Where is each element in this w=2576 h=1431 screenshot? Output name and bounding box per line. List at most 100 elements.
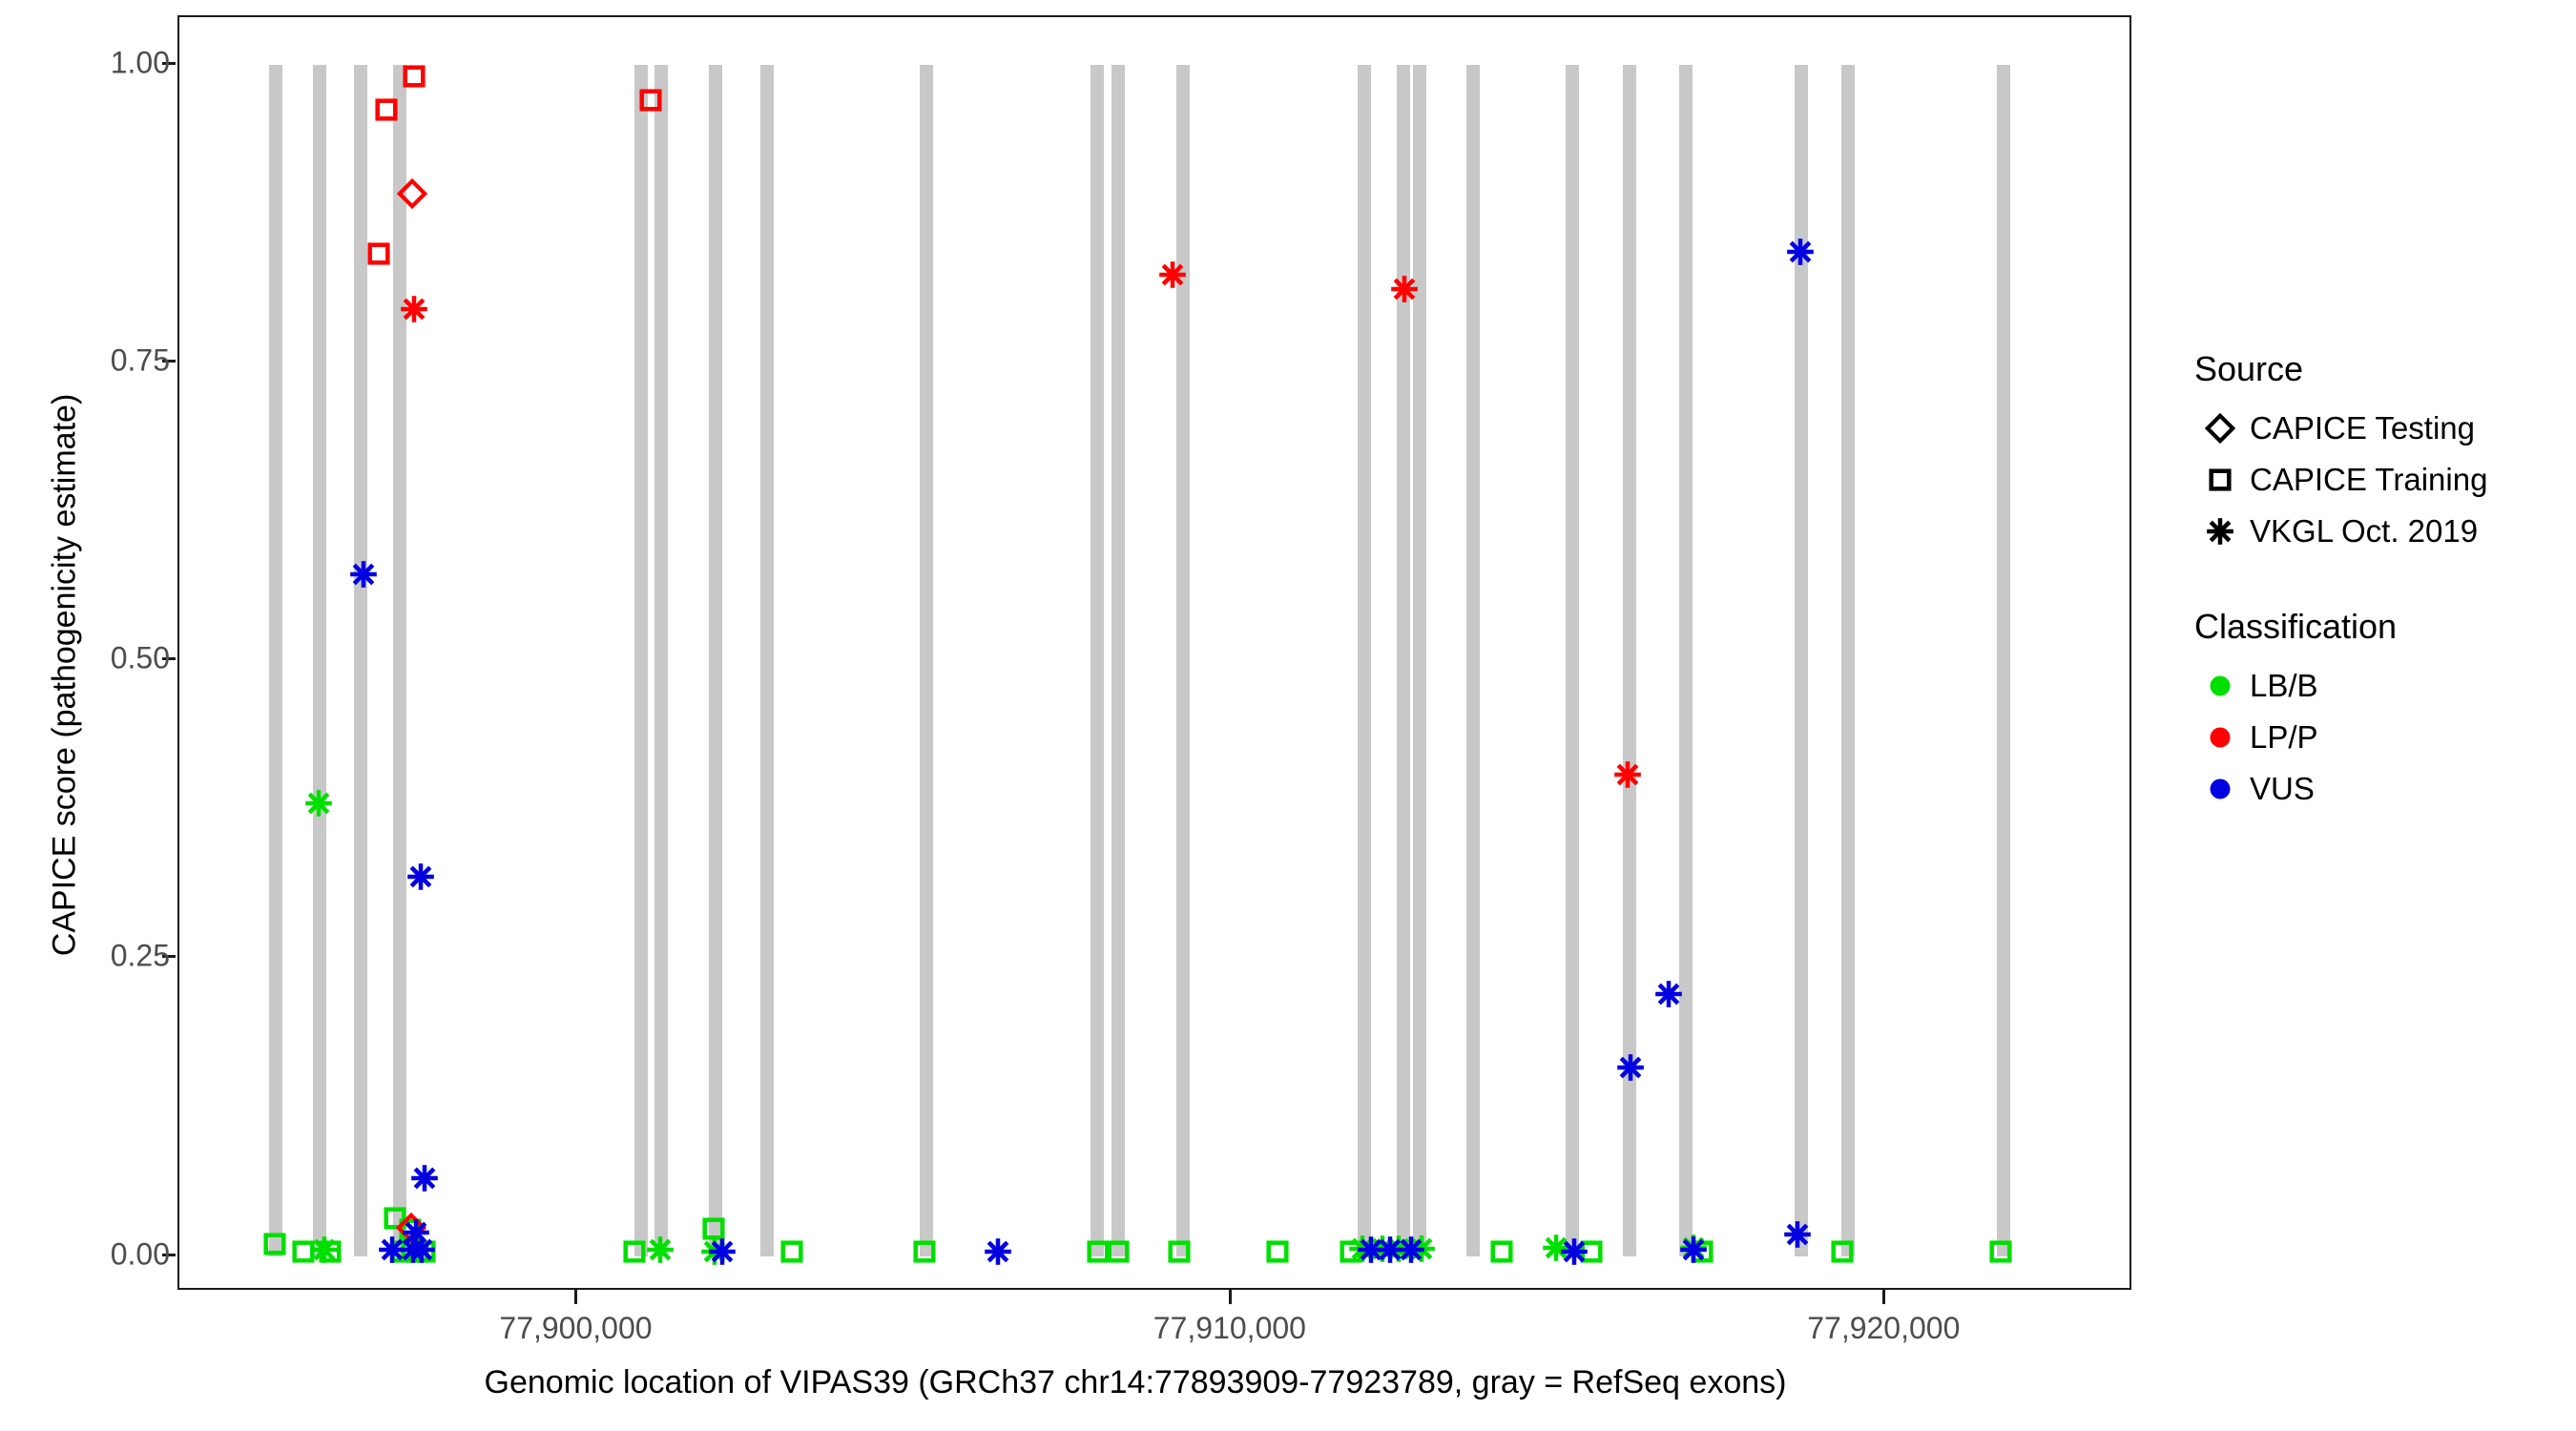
x-axis-tick-label: 77,920,000 <box>1807 1311 1961 1345</box>
legend-item-source-square[interactable]: CAPICE Training <box>2191 454 2563 506</box>
x-axis-tick <box>1228 1290 1232 1304</box>
legend-spacer <box>2191 557 2563 607</box>
legend-item-classification-lb-b[interactable]: LB/B <box>2191 660 2563 712</box>
data-point <box>381 1204 409 1233</box>
data-point <box>372 95 401 124</box>
legend-item-classification-vus[interactable]: VUS <box>2191 763 2563 815</box>
exon-band <box>1111 64 1125 1256</box>
exon-band <box>759 64 774 1256</box>
data-point <box>984 1237 1012 1266</box>
legend: Source CAPICE Testing CAPICE Training VKGL… <box>2191 349 2563 815</box>
exon-band <box>919 64 933 1256</box>
exon-band <box>1678 64 1693 1256</box>
data-point <box>1487 1237 1516 1266</box>
legend-group-source: CAPICE Testing CAPICE Training VKGL Oct. 2… <box>2191 403 2563 557</box>
legend-item-classification-lp-p[interactable]: LP/P <box>2191 712 2563 763</box>
data-point <box>620 1237 649 1266</box>
exon-band <box>313 64 327 1256</box>
legend-item-label: VUS <box>2250 771 2315 806</box>
data-point <box>364 239 393 268</box>
data-point <box>1165 1237 1194 1266</box>
exon-band <box>393 64 407 1256</box>
legend-title-source: Source <box>2194 349 2304 388</box>
legend-item-label: LP/P <box>2250 719 2318 755</box>
exon-band <box>1357 64 1371 1256</box>
data-point <box>1397 1235 1425 1264</box>
data-point <box>1263 1237 1292 1266</box>
exon-band <box>269 64 283 1256</box>
data-point <box>1390 275 1419 303</box>
data-point <box>410 1164 439 1192</box>
legend-item-source-asterisk[interactable]: VKGL Oct. 2019 <box>2191 506 2563 557</box>
legend-item-source-diamond[interactable]: CAPICE Testing <box>2191 403 2563 454</box>
data-point <box>1679 1235 1708 1264</box>
data-point <box>1158 260 1187 289</box>
data-point <box>316 1237 344 1266</box>
exon-band <box>1795 64 1809 1256</box>
legend-item-label: CAPICE Testing <box>2250 410 2475 446</box>
data-point <box>708 1237 737 1266</box>
data-point <box>406 862 435 891</box>
plot-panel <box>177 15 2131 1290</box>
y-axis-tick-label: 0.75 <box>110 342 170 378</box>
legend-title-classification: Classification <box>2194 607 2398 646</box>
data-point <box>910 1237 939 1266</box>
x-axis-title: Genomic location of VIPAS39 (GRCh37 chr1… <box>484 1364 1787 1400</box>
data-point <box>396 177 428 209</box>
dot-icon <box>2191 775 2250 803</box>
data-point <box>1828 1237 1857 1266</box>
data-point <box>1084 1237 1112 1266</box>
y-axis-tick-label: 0.25 <box>110 938 170 973</box>
data-point <box>1560 1237 1589 1266</box>
data-point <box>636 86 665 114</box>
data-point <box>400 62 428 91</box>
y-axis-tick <box>162 360 176 363</box>
asterisk-icon <box>2191 517 2250 546</box>
exon-band <box>1466 64 1481 1256</box>
exon-band <box>634 64 648 1256</box>
x-axis-tick-label: 77,910,000 <box>1153 1311 1306 1345</box>
square-icon <box>2191 466 2250 494</box>
y-axis-tick <box>162 61 176 65</box>
data-point <box>1654 980 1683 1008</box>
dot-icon <box>2191 723 2250 752</box>
exon-band <box>1565 64 1579 1256</box>
data-point <box>699 1214 728 1243</box>
exon-band <box>1397 64 1411 1256</box>
data-point <box>1613 760 1642 789</box>
data-point <box>349 560 378 589</box>
data-point <box>407 1235 436 1264</box>
y-axis-tick-label: 0.00 <box>110 1236 170 1272</box>
legend-item-label: CAPICE Training <box>2250 462 2488 497</box>
legend-item-label: VKGL Oct. 2019 <box>2250 513 2479 549</box>
data-point <box>260 1230 289 1258</box>
data-point <box>646 1235 675 1264</box>
data-point <box>1542 1234 1570 1262</box>
y-axis-tick-label: 1.00 <box>110 45 170 80</box>
plot-area <box>179 17 2129 1288</box>
data-point <box>1616 1053 1645 1082</box>
data-point <box>1783 1220 1812 1249</box>
exon-band <box>353 64 367 1256</box>
x-axis-tick-label: 77,900,000 <box>499 1311 653 1345</box>
data-point <box>400 295 428 323</box>
legend-group-classification: LB/B LP/P VUS <box>2191 660 2563 815</box>
data-point <box>1104 1237 1132 1266</box>
y-axis-tick <box>162 1253 176 1256</box>
exon-band <box>1996 64 2010 1256</box>
exon-band <box>1091 64 1105 1256</box>
legend-item-label: LB/B <box>2250 668 2318 703</box>
exon-band <box>1175 64 1190 1256</box>
data-point <box>778 1237 806 1266</box>
data-point <box>304 789 333 818</box>
exon-band <box>1623 64 1637 1256</box>
diamond-icon <box>2191 412 2250 445</box>
exon-band <box>654 64 669 1256</box>
exon-band <box>1841 64 1856 1256</box>
exon-band <box>709 64 723 1256</box>
y-axis-tick-label: 0.50 <box>110 640 170 675</box>
exon-band <box>1413 64 1427 1256</box>
data-point <box>1786 238 1815 266</box>
y-axis-tick <box>162 657 176 661</box>
